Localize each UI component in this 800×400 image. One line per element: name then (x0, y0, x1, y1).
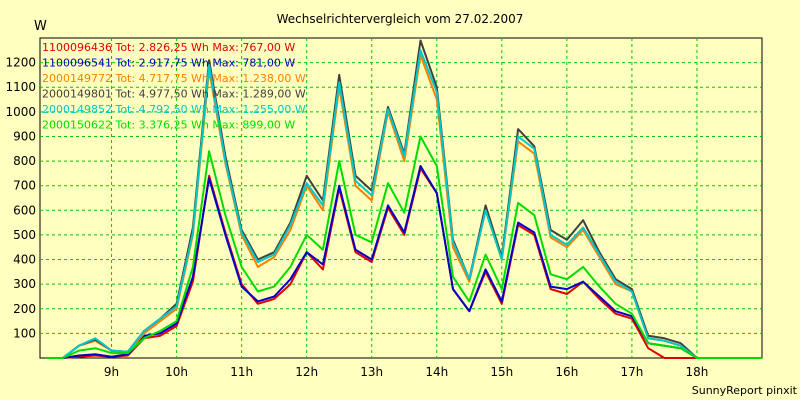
series-line-2000150622 (46, 135, 762, 359)
x-tick-label: 11h (230, 365, 253, 379)
y-tick-label: 1000 (5, 105, 36, 119)
y-tick-label: 800 (13, 154, 36, 168)
x-tick-label: 12h (295, 365, 318, 379)
legend-entry-2000149801: 2000149801 Tot: 4.977,50 Wh Max: 1.289,0… (42, 88, 306, 101)
x-tick-label: 16h (555, 365, 578, 379)
x-tick-label: 18h (686, 365, 709, 379)
grid-lines (40, 38, 762, 358)
legend-entry-2000149852: 2000149852 Tot: 4.792,50 Wh Max: 1.255,0… (42, 103, 306, 116)
y-tick-label: 700 (13, 179, 36, 193)
y-tick-label: 300 (13, 277, 36, 291)
legend-entry-1100096436: 1100096436 Tot: 2.826,25 Wh Max: 767,00 … (42, 41, 295, 54)
x-tick-label: 13h (360, 365, 383, 379)
series-lines (46, 39, 762, 359)
y-tick-label: 900 (13, 129, 36, 143)
y-tick-label: 400 (13, 253, 36, 267)
legend-entry-2000150622: 2000150622 Tot: 3.376,25 Wh Max: 899,00 … (42, 119, 295, 132)
x-tick-label: 14h (425, 365, 448, 379)
series-line-1100096541 (46, 165, 762, 359)
y-axis-unit-label: W (34, 19, 47, 34)
series-line-2000149772 (46, 54, 762, 359)
x-tick-label: 17h (620, 365, 643, 379)
footer-label: SunnyReport pinxit (692, 384, 798, 397)
y-tick-label: 600 (13, 203, 36, 217)
x-axis-ticks: 9h 10h 11h 12h 13h 14h 15h 16h 17h 18h (104, 365, 708, 379)
legend-entry-1100096541: 1100096541 Tot: 2.917,75 Wh Max: 781,00 … (42, 57, 295, 70)
y-tick-label: 100 (13, 326, 36, 340)
plot-area (39, 37, 763, 359)
x-tick-label: 10h (165, 365, 188, 379)
series-line-2000149852 (46, 49, 762, 359)
y-tick-label: 200 (13, 302, 36, 316)
legend: 1100096436 Tot: 2.826,25 Wh Max: 767,00 … (42, 41, 306, 132)
y-tick-label: 500 (13, 228, 36, 242)
x-tick-label: 9h (104, 365, 119, 379)
x-tick-label: 15h (490, 365, 513, 379)
chart-title: Wechselrichtervergleich vom 27.02.2007 (277, 12, 524, 26)
series-line-1100096436 (46, 167, 762, 359)
y-tick-label: 1200 (5, 56, 36, 70)
legend-entry-2000149772: 2000149772 Tot: 4.717,75 Wh Max: 1.238,0… (42, 72, 306, 85)
y-tick-label: 1100 (5, 80, 36, 94)
y-axis-ticks: 100 200 300 400 500 600 700 800 900 1000 1100 1200 (5, 56, 36, 341)
